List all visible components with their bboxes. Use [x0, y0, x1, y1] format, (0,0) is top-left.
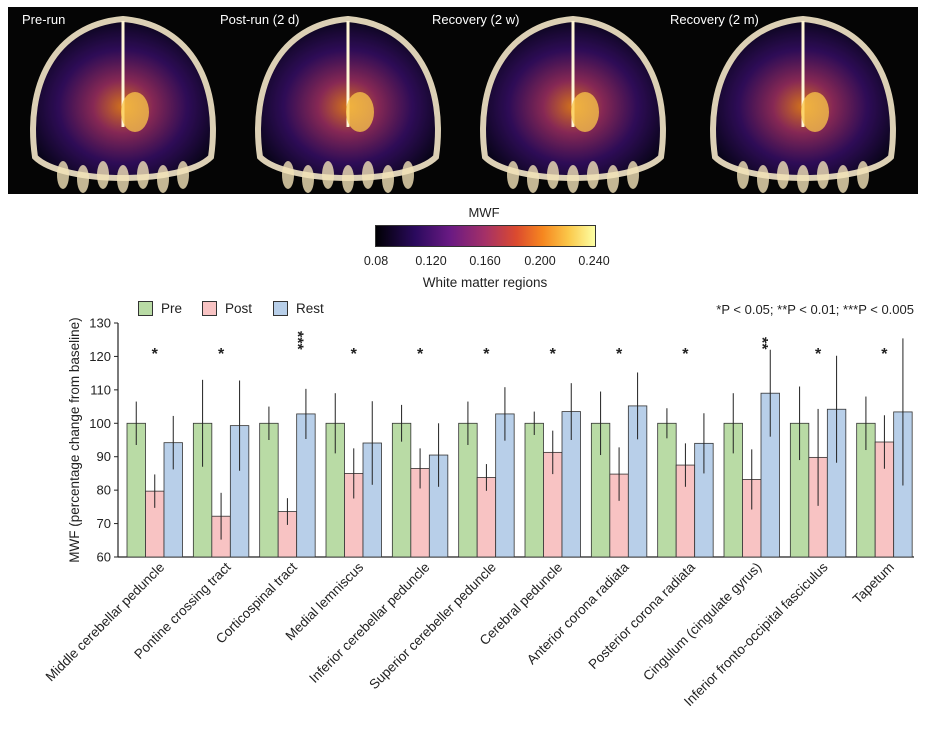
cerebellum-fold	[837, 165, 849, 193]
legend-label-post: Post	[225, 301, 253, 316]
cerebellum-fold	[587, 161, 599, 189]
cerebellum-fold	[627, 161, 639, 189]
x-tick-label: Posterior corona radiata	[585, 559, 698, 672]
brain-image-strip: Pre-run Post-run (2 d) Recovery (2 w) Re…	[8, 7, 918, 194]
legend-label-pre: Pre	[161, 301, 183, 316]
cerebellum-fold	[777, 161, 789, 189]
y-tick-label: 90	[97, 449, 111, 464]
bright-region	[121, 92, 149, 132]
y-tick-label: 130	[89, 316, 111, 331]
legend-swatch-rest	[273, 301, 288, 316]
legend-item-rest: Rest	[273, 301, 324, 316]
bar-pre	[657, 422, 677, 558]
y-tick-label: 110	[90, 382, 111, 397]
section-title: White matter regions	[422, 275, 548, 290]
cerebellum-fold	[117, 165, 129, 193]
significance-marker: *	[483, 346, 490, 363]
legend-swatch-pre	[138, 301, 153, 316]
significance-marker: *	[616, 346, 623, 363]
legend-item-pre: Pre	[138, 301, 182, 316]
cerebellum-fold	[322, 161, 334, 189]
cerebellum-fold	[97, 161, 109, 189]
significance-marker: *	[351, 346, 358, 363]
bar-pre	[391, 422, 412, 558]
panel-label-recovery-2m: Recovery (2 m)	[670, 12, 759, 27]
cerebellum-fold	[137, 161, 149, 189]
significance-marker: **	[753, 337, 770, 350]
cerebellum-fold	[817, 161, 829, 189]
colorbar	[375, 225, 596, 247]
significance-marker: *	[417, 346, 424, 363]
brain-image	[30, 15, 216, 193]
legend-item-post: Post	[202, 301, 252, 316]
significance-note: *P < 0.05; **P < 0.01; ***P < 0.005	[716, 302, 914, 317]
x-tick-label: Cingulum (cingulate gyrus)	[640, 560, 764, 684]
significance-marker: *	[815, 346, 822, 363]
significance-marker: ***	[288, 331, 305, 350]
bright-region	[571, 92, 599, 132]
x-tick-label: Inferior cerebellar peduncle	[306, 560, 432, 686]
brain-image	[480, 15, 666, 193]
cerebellum-fold	[402, 161, 414, 189]
cerebellum-fold	[157, 165, 169, 193]
cerebellum-fold	[302, 165, 314, 193]
significance-marker: *	[218, 346, 225, 363]
y-tick-label: 100	[89, 416, 111, 431]
y-axis-label: MWF (percentage change from baseline)	[67, 317, 82, 562]
colorbar-tick: 0.240	[578, 254, 610, 268]
panel-label-post-run: Post-run (2 d)	[220, 12, 300, 27]
cerebellum-fold	[507, 161, 519, 189]
y-tick-label: 120	[89, 349, 111, 364]
cerebellum-fold	[362, 161, 374, 189]
bright-region	[801, 92, 829, 132]
cerebellum-fold	[607, 165, 619, 193]
panel-label-pre-run: Pre-run	[22, 12, 66, 27]
legend-label-rest: Rest	[296, 301, 324, 316]
brain-images	[30, 15, 896, 193]
cerebellum-fold	[797, 165, 809, 193]
colorbar-tick: 0.08	[363, 254, 389, 268]
colorbar-tick: 0.120	[415, 254, 447, 268]
panel-label-recovery-2w: Recovery (2 w)	[432, 12, 520, 27]
brain-image	[255, 15, 441, 193]
legend-swatch-post	[202, 301, 217, 316]
cerebellum-fold	[527, 165, 539, 193]
bar-pre	[259, 422, 279, 558]
significance-marker: *	[881, 346, 888, 363]
cerebellum-fold	[547, 161, 559, 189]
y-tick-label: 80	[97, 483, 111, 498]
cerebellum-fold	[57, 161, 69, 189]
cerebellum-fold	[857, 161, 869, 189]
bright-region	[346, 92, 374, 132]
cerebellum-fold	[342, 165, 354, 193]
y-tick-label: 70	[97, 516, 111, 531]
significance-marker: *	[682, 346, 689, 363]
cerebellum-fold	[77, 165, 89, 193]
x-tick-label: Inferior fronto-occipital fasciculus	[681, 559, 831, 709]
significance-marker: *	[550, 346, 557, 363]
cerebellum-fold	[382, 165, 394, 193]
colorbar-tick: 0.160	[469, 254, 501, 268]
cerebellum-fold	[177, 161, 189, 189]
significance-marker: *	[152, 346, 159, 363]
cerebellum-fold	[282, 161, 294, 189]
bar-pre	[524, 422, 544, 558]
cerebellum-fold	[567, 165, 579, 193]
colorbar-tick: 0.200	[524, 254, 556, 268]
x-tick-label: Superior cerebeller peduncle	[366, 560, 499, 693]
cerebellum-fold	[757, 165, 769, 193]
brain-image	[710, 15, 896, 193]
x-tick-label: Middle cerebellar peduncle	[43, 560, 168, 685]
x-tick-label: Tapetum	[850, 560, 897, 607]
y-tick-label: 60	[97, 550, 111, 565]
colorbar-title: MWF	[468, 205, 500, 220]
cerebellum-fold	[737, 161, 749, 189]
